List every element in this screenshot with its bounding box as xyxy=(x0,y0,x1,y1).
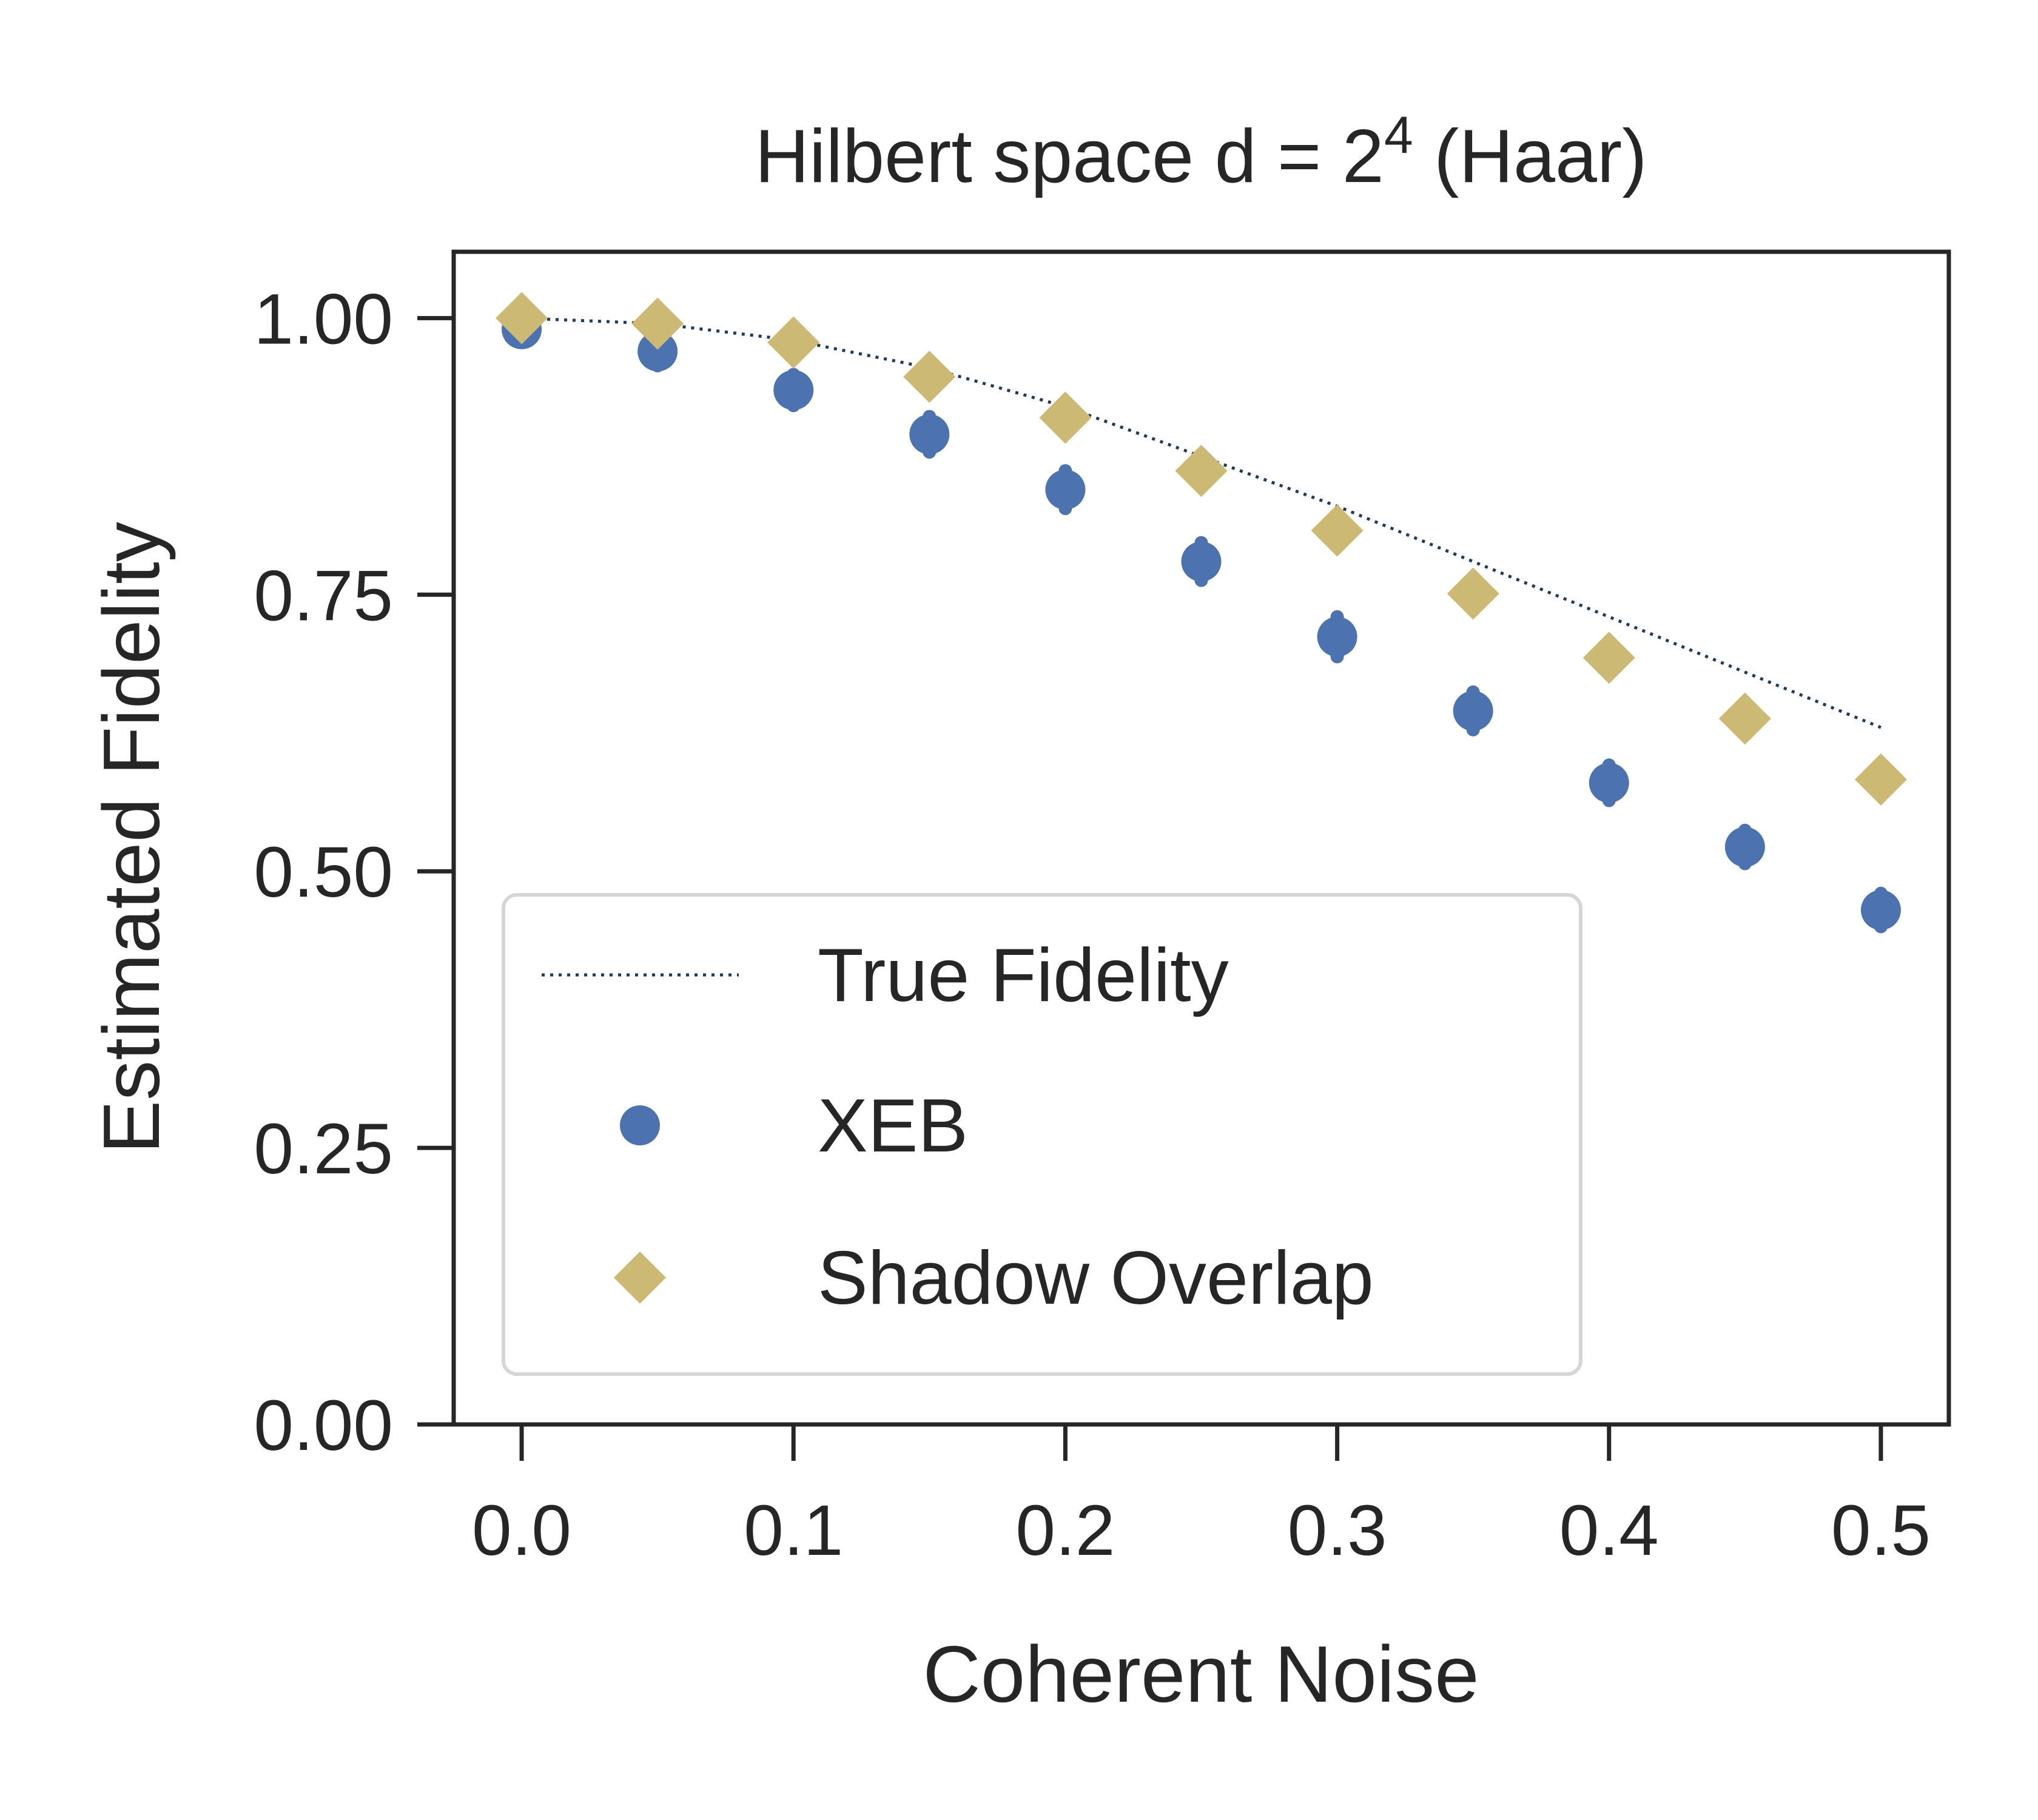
legend-shadow-overlap-label: Shadow Overlap xyxy=(818,1236,1374,1320)
xeb-point xyxy=(773,369,814,410)
y-axis-label: Estimated Fidelity xyxy=(87,522,176,1154)
x-tick-label: 0.0 xyxy=(472,1491,571,1571)
chart-title-prefix: Hilbert space d = xyxy=(755,115,1342,198)
x-tick-label: 0.1 xyxy=(744,1491,843,1571)
shadow-overlap-point xyxy=(1718,692,1771,745)
x-axis-label: Coherent Noise xyxy=(923,1630,1479,1719)
shadow-overlap-point xyxy=(1582,632,1635,684)
x-tick-label: 0.4 xyxy=(1559,1491,1659,1571)
xeb-point xyxy=(1317,616,1357,657)
xeb-point xyxy=(1181,541,1222,582)
y-axis-ticks: 0.00 0.25 0.50 0.75 1.00 xyxy=(254,279,454,1466)
x-axis-ticks: 0.0 0.1 0.2 0.3 0.4 0.5 xyxy=(472,1424,1931,1571)
shadow-overlap-point xyxy=(1854,753,1907,806)
legend-xeb-marker xyxy=(620,1105,660,1145)
xeb-point xyxy=(1045,470,1086,510)
xeb-point xyxy=(1589,763,1629,803)
xeb-point xyxy=(1860,890,1901,931)
xeb-point xyxy=(909,414,950,454)
y-tick-label: 1.00 xyxy=(254,279,393,359)
shadow-overlap-point xyxy=(496,292,548,345)
axes-frame xyxy=(451,249,1951,1427)
chart-title-base: 2 xyxy=(1342,115,1384,198)
x-tick-label: 0.3 xyxy=(1288,1491,1387,1571)
y-tick-label: 0.25 xyxy=(254,1109,393,1189)
shadow-overlap-point xyxy=(903,351,956,403)
legend-box xyxy=(502,893,1582,1376)
legend-xeb-label: XEB xyxy=(818,1084,968,1168)
x-tick-label: 0.5 xyxy=(1831,1491,1931,1571)
shadow-overlap-point xyxy=(1311,504,1364,557)
plot-area xyxy=(496,292,1907,934)
shadow-overlap-point xyxy=(1175,445,1228,497)
chart-title-exponent: 4 xyxy=(1384,106,1413,164)
true-fidelity-line xyxy=(521,316,1882,729)
legend: True Fidelity XEB Shadow Overlap xyxy=(502,893,1582,1376)
chart-title: Hilbert space d = 24 (Haar) xyxy=(755,106,1647,198)
xeb-point xyxy=(1724,827,1765,868)
x-tick-label: 0.2 xyxy=(1015,1491,1115,1571)
chart-title-suffix: (Haar) xyxy=(1413,115,1647,198)
shadow-overlap-point xyxy=(1039,391,1092,444)
shadow-overlap-point xyxy=(631,297,684,350)
shadow-overlap-point xyxy=(1447,567,1499,620)
legend-true-fidelity-label: True Fidelity xyxy=(818,934,1229,1017)
shadow-overlap-point xyxy=(767,316,820,369)
y-tick-label: 0.75 xyxy=(254,556,393,636)
y-tick-label: 0.50 xyxy=(254,832,393,912)
xeb-point xyxy=(637,331,678,372)
legend-shadow-overlap-marker xyxy=(614,1252,666,1304)
y-tick-label: 0.00 xyxy=(254,1386,393,1466)
xeb-point xyxy=(1453,690,1493,731)
